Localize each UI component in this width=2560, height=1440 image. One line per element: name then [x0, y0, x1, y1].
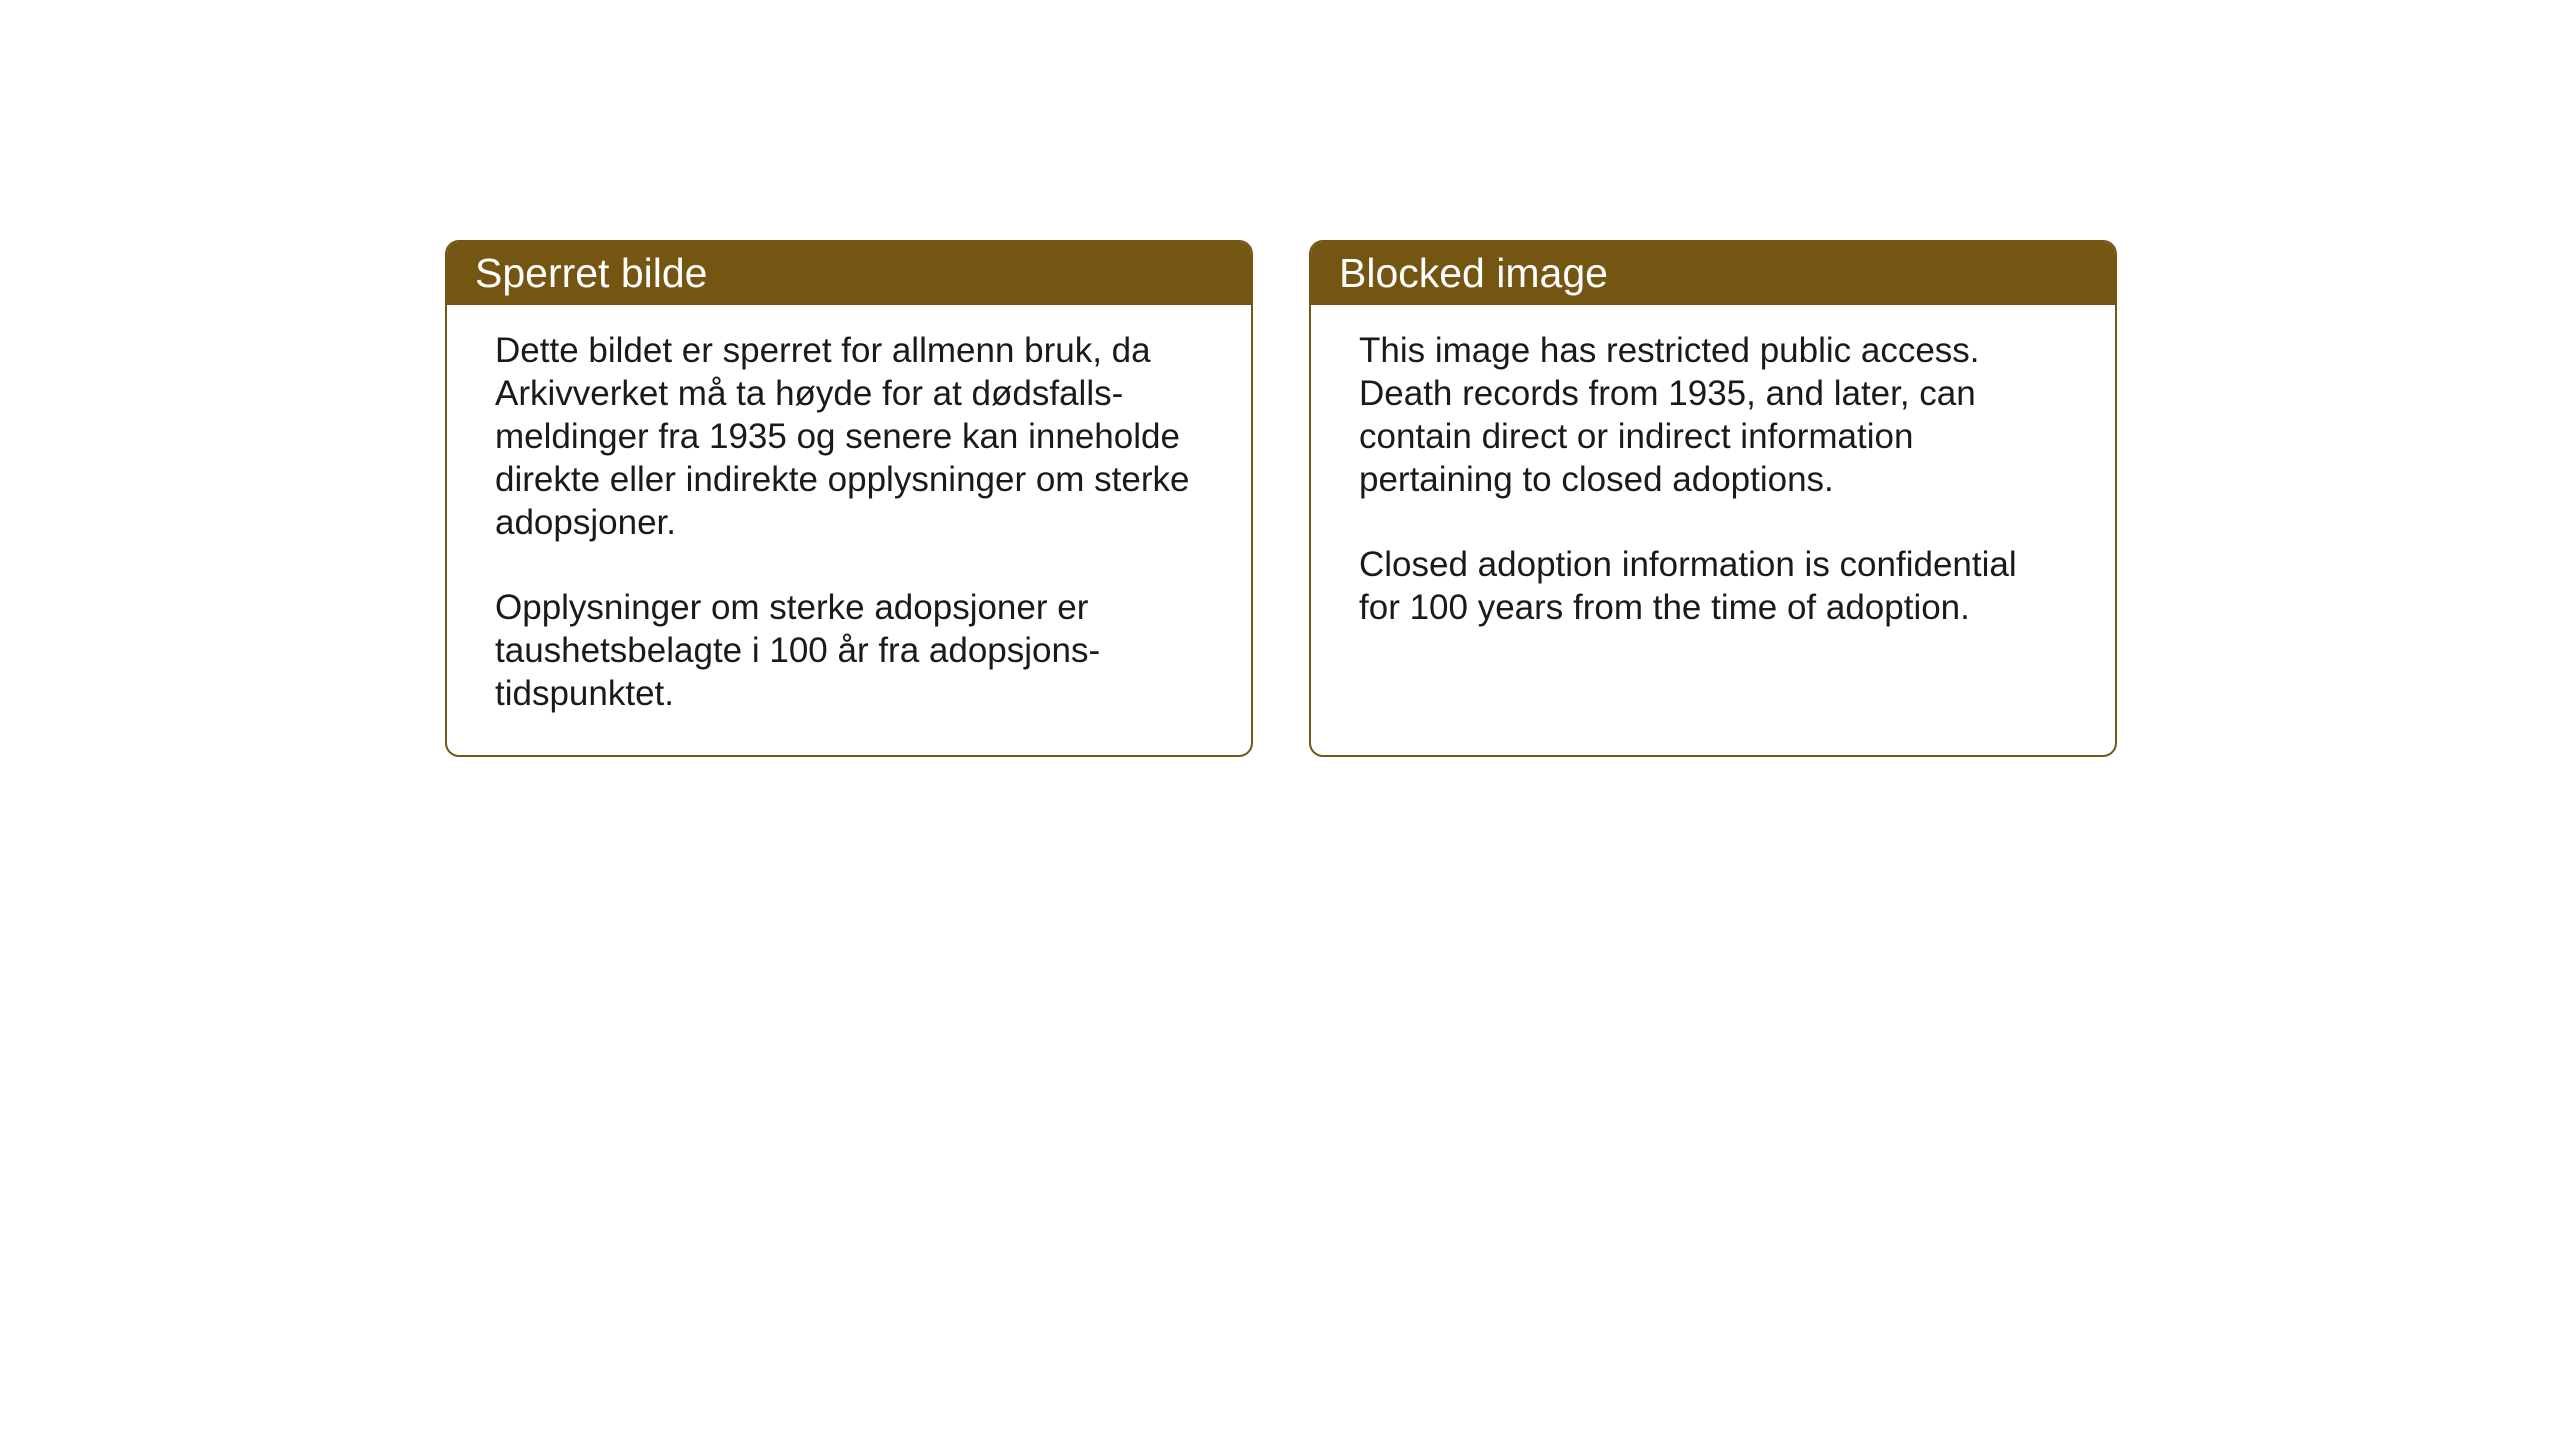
card-paragraph-1-english: This image has restricted public access.…: [1359, 329, 2067, 501]
notice-card-english: Blocked image This image has restricted …: [1309, 240, 2117, 757]
card-header-english: Blocked image: [1311, 242, 2115, 305]
notice-card-norwegian: Sperret bilde Dette bildet er sperret fo…: [445, 240, 1253, 757]
card-paragraph-2-norwegian: Opplysninger om sterke adopsjoner er tau…: [495, 586, 1203, 715]
card-title-english: Blocked image: [1339, 250, 1608, 296]
card-paragraph-1-norwegian: Dette bildet er sperret for allmenn bruk…: [495, 329, 1203, 544]
notice-cards-container: Sperret bilde Dette bildet er sperret fo…: [445, 240, 2117, 757]
card-paragraph-2-english: Closed adoption information is confident…: [1359, 543, 2067, 629]
card-header-norwegian: Sperret bilde: [447, 242, 1251, 305]
card-body-norwegian: Dette bildet er sperret for allmenn bruk…: [447, 305, 1251, 755]
card-title-norwegian: Sperret bilde: [475, 250, 707, 296]
card-body-english: This image has restricted public access.…: [1311, 305, 2115, 669]
